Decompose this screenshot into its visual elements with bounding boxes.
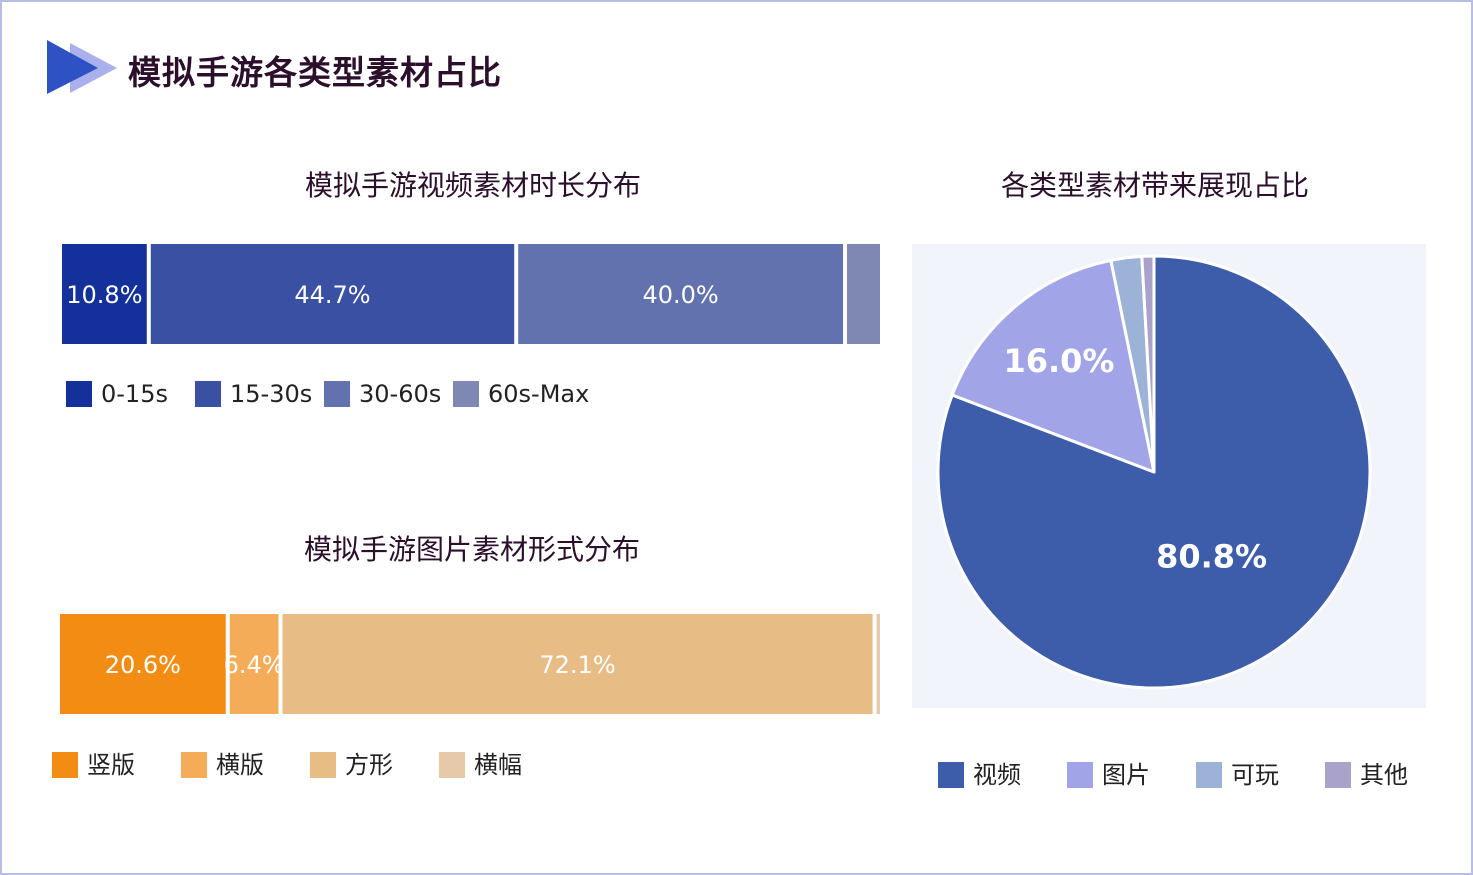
image-format-chart-title: 模拟手游图片素材形式分布 bbox=[303, 533, 640, 566]
legend-label: 15-30s bbox=[230, 380, 313, 408]
legend-label: 其他 bbox=[1360, 761, 1408, 789]
legend-label: 60s-Max bbox=[488, 380, 590, 408]
pie-data-label-1: 16.0% bbox=[1003, 342, 1114, 380]
bar-segment-2 bbox=[282, 614, 873, 714]
legend-label: 方形 bbox=[345, 751, 393, 779]
legend-label: 横版 bbox=[216, 751, 264, 779]
bar-data-label-1: 6.4% bbox=[224, 651, 285, 679]
legend-item-3: 横幅 bbox=[439, 752, 568, 778]
bar-data-label-0: 20.6% bbox=[105, 651, 181, 679]
legend-label: 可玩 bbox=[1231, 761, 1279, 789]
legend-swatch bbox=[66, 381, 92, 407]
legend-item-2: 30-60s bbox=[324, 381, 453, 407]
legend-item-1: 横版 bbox=[181, 752, 310, 778]
legend-swatch bbox=[439, 752, 465, 778]
legend-swatch bbox=[195, 381, 221, 407]
legend-swatch bbox=[324, 381, 350, 407]
header-arrow-icon bbox=[47, 40, 117, 94]
legend-item-0: 视频 bbox=[938, 762, 1067, 788]
bar-data-label-1: 44.7% bbox=[294, 281, 370, 309]
impression-share-legend: 视频 图片 可玩 其他 bbox=[938, 762, 1454, 788]
legend-label: 视频 bbox=[973, 761, 1021, 789]
legend-swatch bbox=[52, 752, 78, 778]
image-format-legend: 竖版 横版 方形 横幅 bbox=[52, 752, 568, 778]
legend-item-2: 方形 bbox=[310, 752, 439, 778]
legend-swatch bbox=[453, 381, 479, 407]
legend-label: 横幅 bbox=[474, 751, 522, 779]
legend-swatch bbox=[181, 752, 207, 778]
pie-slice-1 bbox=[950, 258, 1156, 474]
bar-segment-1 bbox=[229, 614, 279, 714]
legend-item-1: 图片 bbox=[1067, 762, 1196, 788]
bar-data-label-0: 10.8% bbox=[66, 281, 142, 309]
legend-swatch bbox=[1325, 762, 1351, 788]
bar-data-label-2: 40.0% bbox=[642, 281, 718, 309]
legend-item-2: 可玩 bbox=[1196, 762, 1325, 788]
pie-data-label-0: 80.8% bbox=[1156, 538, 1267, 576]
legend-swatch bbox=[938, 762, 964, 788]
bar-segment-1 bbox=[150, 244, 515, 344]
legend-label: 0-15s bbox=[101, 380, 168, 408]
legend-label: 图片 bbox=[1102, 761, 1150, 789]
video-duration-chart-title: 模拟手游视频素材时长分布 bbox=[304, 169, 641, 202]
legend-item-0: 0-15s bbox=[66, 381, 195, 407]
bar-segment-2 bbox=[518, 244, 844, 344]
legend-item-1: 15-30s bbox=[195, 381, 324, 407]
pie-slice-3 bbox=[1140, 254, 1156, 474]
bar-segment-0 bbox=[62, 244, 147, 344]
legend-swatch bbox=[1067, 762, 1093, 788]
video-duration-legend: 0-15s 15-30s 30-60s 60s-Max bbox=[66, 381, 589, 407]
legend-item-0: 竖版 bbox=[52, 752, 181, 778]
bar-data-label-2: 72.1% bbox=[539, 651, 615, 679]
legend-label: 30-60s bbox=[359, 380, 442, 408]
legend-item-3: 其他 bbox=[1325, 762, 1454, 788]
impression-share-chart-title: 各类型素材带来展现占比 bbox=[1000, 169, 1309, 202]
legend-swatch bbox=[1196, 762, 1222, 788]
bar-segment-0 bbox=[60, 614, 226, 714]
legend-label: 竖版 bbox=[87, 751, 135, 779]
page-title: 模拟手游各类型素材占比 bbox=[128, 53, 502, 92]
bar-segment-3 bbox=[847, 244, 880, 344]
legend-swatch bbox=[310, 752, 336, 778]
bar-segment-3 bbox=[876, 614, 880, 714]
legend-item-3: 60s-Max bbox=[453, 381, 589, 407]
